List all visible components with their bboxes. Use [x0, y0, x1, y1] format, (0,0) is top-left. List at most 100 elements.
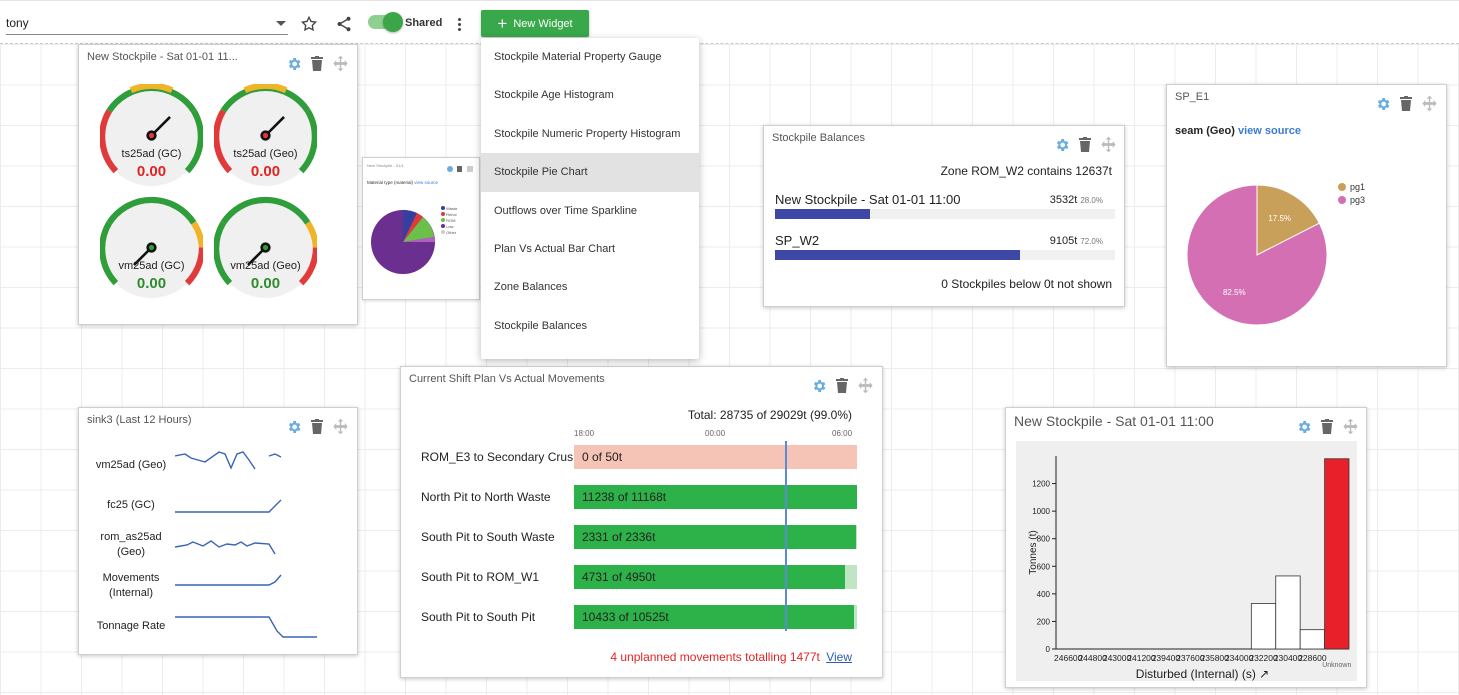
stockpile-balances-widget: Stockpile Balances Zone ROM_W2 contains … — [763, 125, 1125, 307]
histogram-bar[interactable] — [1275, 575, 1301, 650]
x-tick-label: 228600 — [1298, 653, 1327, 663]
y-tick-label: 400 — [1037, 590, 1051, 599]
trash-icon[interactable] — [311, 419, 323, 434]
plan-row[interactable]: North Pit to North Waste 11238 of 11168t — [401, 485, 881, 509]
widget-title: SP_E1 — [1175, 91, 1210, 103]
star-icon[interactable] — [300, 15, 318, 33]
gear-icon[interactable] — [1375, 96, 1391, 112]
balance-amount: 9105t 72.0% — [1049, 235, 1103, 247]
trash-icon[interactable] — [1321, 419, 1333, 434]
new-widget-button[interactable]: + New Widget — [481, 10, 589, 37]
legend-label: pg1 — [1350, 182, 1366, 192]
view-link[interactable]: View — [826, 650, 852, 664]
widget-icons — [447, 166, 473, 172]
x-tick-label: 232200 — [1249, 653, 1278, 663]
trash-icon[interactable] — [1400, 96, 1412, 111]
time-tick: 06:00 — [832, 429, 853, 438]
toolbar: tony Shared + New Widget — [0, 0, 1459, 44]
menu-item-gauge[interactable]: Stockpile Material Property Gauge — [494, 51, 662, 63]
plan-row[interactable]: South Pit to South Pit 10433 of 10525t — [401, 605, 881, 629]
dashboard-select[interactable]: tony — [6, 13, 288, 35]
widget-title: New Stockpile - 01/1 — [367, 163, 404, 168]
shared-toggle[interactable] — [368, 12, 403, 32]
view-source-link[interactable]: view source — [1237, 125, 1301, 137]
legend-swatch — [1338, 183, 1346, 191]
gauge: ts25ad (GC) 0.00 — [99, 82, 204, 187]
plan-row-value: 2331 of 2336t — [582, 530, 656, 544]
share-icon[interactable] — [335, 15, 353, 33]
plan-row[interactable]: ROM_E3 to Secondary Crusher 0 of 50t — [401, 445, 881, 469]
legend-swatch — [1338, 196, 1346, 204]
pie-slice — [1256, 184, 1321, 256]
balance-bar — [775, 250, 1020, 260]
plan-row-label: North Pit to North Waste — [421, 490, 551, 504]
menu-item-zone-balances[interactable]: Zone Balances — [494, 281, 568, 294]
legend-label: pg3 — [1350, 195, 1366, 205]
y-axis-label: Tonnes (t) — [1028, 530, 1039, 574]
menu-item-numeric-histogram[interactable]: Stockpile Numeric Property Histogram — [494, 127, 681, 140]
gauge: vm25ad (Geo) 0.00 — [213, 196, 320, 299]
move-icon[interactable] — [1342, 418, 1359, 435]
x-tick-label: Unknown — [1322, 662, 1351, 669]
sparkline-label: fc25 (GC) — [107, 499, 155, 511]
legend-item: pg1 — [1338, 181, 1365, 194]
trash-icon[interactable] — [836, 378, 848, 393]
x-tick-label: 230400 — [1274, 653, 1303, 663]
sparkline — [175, 574, 282, 586]
trash-icon[interactable] — [311, 56, 323, 71]
sparkline — [268, 453, 282, 458]
gear-icon[interactable] — [1054, 137, 1070, 153]
menu-item-sparkline[interactable]: Outflows over Time Sparkline — [494, 204, 638, 217]
move-icon[interactable] — [1421, 95, 1438, 112]
menu-item-pie-chart[interactable]: Stockpile Pie Chart — [481, 153, 699, 192]
plan-row[interactable]: South Pit to South Waste 2331 of 2336t — [401, 525, 881, 549]
widget-title: New Stockpile - Sat 01-01 11:00 — [1014, 413, 1214, 429]
widget-title: sink3 (Last 12 Hours) — [87, 414, 192, 426]
gauge: ts25ad (Geo) 0.00 — [213, 82, 318, 187]
menu-item-age-histogram[interactable]: Stockpile Age Histogram — [494, 89, 614, 102]
y-tick-label: 600 — [1037, 562, 1051, 571]
menu-item-stockpile-balances[interactable]: Stockpile Balances — [494, 319, 587, 332]
new-widget-label: New Widget — [513, 17, 573, 30]
plan-row-track: 2331 of 2336t — [574, 525, 857, 549]
y-tick-label: 200 — [1037, 617, 1051, 626]
histogram-bar[interactable] — [1299, 629, 1325, 650]
plan-row-bar — [574, 565, 845, 589]
menu-item-plan-vs-actual[interactable]: Plan Vs Actual Bar Chart — [494, 242, 616, 255]
widget-title: New Stockpile - Sat 01-01 11... — [87, 51, 238, 63]
trash-icon[interactable] — [1079, 137, 1091, 152]
more-options-icon[interactable] — [458, 18, 462, 33]
balance-name: New Stockpile - Sat 01-01 11:00 — [775, 192, 961, 207]
gauge-dial — [213, 196, 320, 298]
move-icon[interactable] — [332, 55, 349, 72]
plan-row-bar — [574, 525, 857, 549]
plan-row-track: 10433 of 10525t — [574, 605, 857, 629]
gauge-dial — [99, 82, 204, 186]
time-tick: 00:00 — [705, 429, 726, 438]
plan-row-label: ROM_E3 to Secondary Crusher — [421, 450, 573, 464]
balance-footer: 0 Stockpiles below 0t not shown — [941, 277, 1112, 291]
move-icon[interactable] — [857, 377, 874, 394]
new-widget-menu: Stockpile Material Property Gauge Stockp… — [481, 38, 699, 359]
mini-pie-widget[interactable]: New Stockpile - 01/1 Material type (mate… — [362, 157, 480, 300]
histogram-bar[interactable] — [1324, 458, 1350, 650]
time-axis: 18:00 00:00 06:00 — [574, 429, 857, 439]
gear-icon[interactable] — [286, 56, 302, 72]
histogram-bar[interactable] — [1250, 603, 1277, 650]
legend-item: pg3 — [1338, 194, 1365, 207]
time-tick: 18:00 — [574, 429, 595, 438]
plan-row[interactable]: South Pit to ROM_W1 4731 of 4950t — [401, 565, 881, 589]
y-tick-label: 1000 — [1032, 507, 1050, 516]
move-icon[interactable] — [1100, 136, 1117, 153]
gear-icon[interactable] — [1296, 419, 1312, 435]
balance-bar — [775, 209, 870, 219]
gear-icon[interactable] — [286, 419, 302, 435]
pie-slice-label: 82.5% — [1223, 288, 1246, 297]
y-tick-label: 0 — [1046, 645, 1051, 654]
x-tick-label: 244800 — [1078, 653, 1107, 663]
gauge-value: 0.00 — [250, 275, 281, 292]
gear-icon[interactable] — [811, 378, 827, 394]
plan-row-value: 11238 of 11168t — [582, 490, 667, 504]
widget-title: Stockpile Balances — [772, 132, 865, 144]
move-icon[interactable] — [332, 418, 349, 435]
